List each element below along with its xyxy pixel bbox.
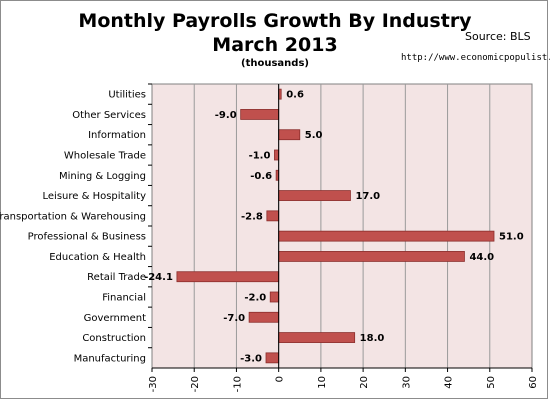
x-tick-label: 0 [275, 376, 286, 382]
category-label: Transportation & Warehousing [0, 211, 146, 222]
data-label: -24.1 [144, 272, 173, 283]
data-label: -7.0 [223, 313, 245, 324]
category-label: Manufacturing [74, 353, 146, 364]
bar [176, 271, 280, 283]
category-label: Utilities [108, 90, 146, 101]
category-label: Wholesale Trade [64, 151, 146, 162]
category-label: Government [84, 313, 146, 324]
data-label: -2.8 [241, 211, 263, 222]
source-label: Source: BLS [465, 30, 531, 43]
bar [274, 149, 280, 161]
x-tick-label: 10 [317, 376, 328, 389]
data-label: 44.0 [469, 252, 494, 263]
x-tick-label: -20 [190, 376, 201, 392]
x-tick-label: 30 [401, 376, 412, 389]
chart-title: Monthly Payrolls Growth By Industry [78, 10, 472, 32]
bar [266, 210, 280, 222]
data-label: 17.0 [355, 191, 380, 202]
category-label: Professional & Business [28, 232, 146, 243]
category-label: Education & Health [49, 252, 146, 263]
category-label: Leisure & Hospitality [43, 191, 147, 202]
category-label: Information [88, 130, 146, 141]
bar [278, 332, 356, 343]
chart-subtitle: March 2013 [212, 34, 338, 56]
x-tick-label: 50 [486, 376, 497, 389]
data-label: 0.6 [286, 90, 304, 101]
x-tick-label: -30 [148, 376, 159, 392]
bar [278, 129, 301, 141]
category-label: Financial [102, 293, 146, 304]
data-label: 5.0 [305, 130, 323, 141]
category-label: Mining & Logging [59, 171, 146, 182]
data-label: -1.0 [249, 151, 271, 162]
bar [278, 190, 351, 201]
data-label: -0.6 [250, 171, 272, 182]
data-label: -3.0 [240, 353, 262, 364]
bar [265, 352, 280, 364]
bar [278, 230, 495, 242]
category-label: Construction [82, 333, 146, 344]
category-label: Retail Trade [87, 272, 146, 283]
data-label: 18.0 [360, 333, 385, 344]
data-label: -2.0 [244, 293, 266, 304]
x-tick-label: -10 [232, 376, 243, 392]
category-label: Other Services [72, 110, 146, 121]
source-url: http://www.economicpopulist.org [401, 53, 550, 63]
x-tick-label: 40 [444, 376, 455, 389]
data-label: 51.0 [499, 232, 524, 243]
bar [278, 251, 465, 262]
data-label: -9.0 [215, 110, 237, 121]
bar [248, 311, 280, 323]
x-tick-label: 20 [359, 376, 370, 389]
bar [240, 109, 280, 120]
chart-units: (thousands) [241, 58, 309, 69]
bar [269, 291, 280, 303]
plot-area [151, 83, 533, 369]
x-tick-label: 60 [528, 376, 539, 389]
